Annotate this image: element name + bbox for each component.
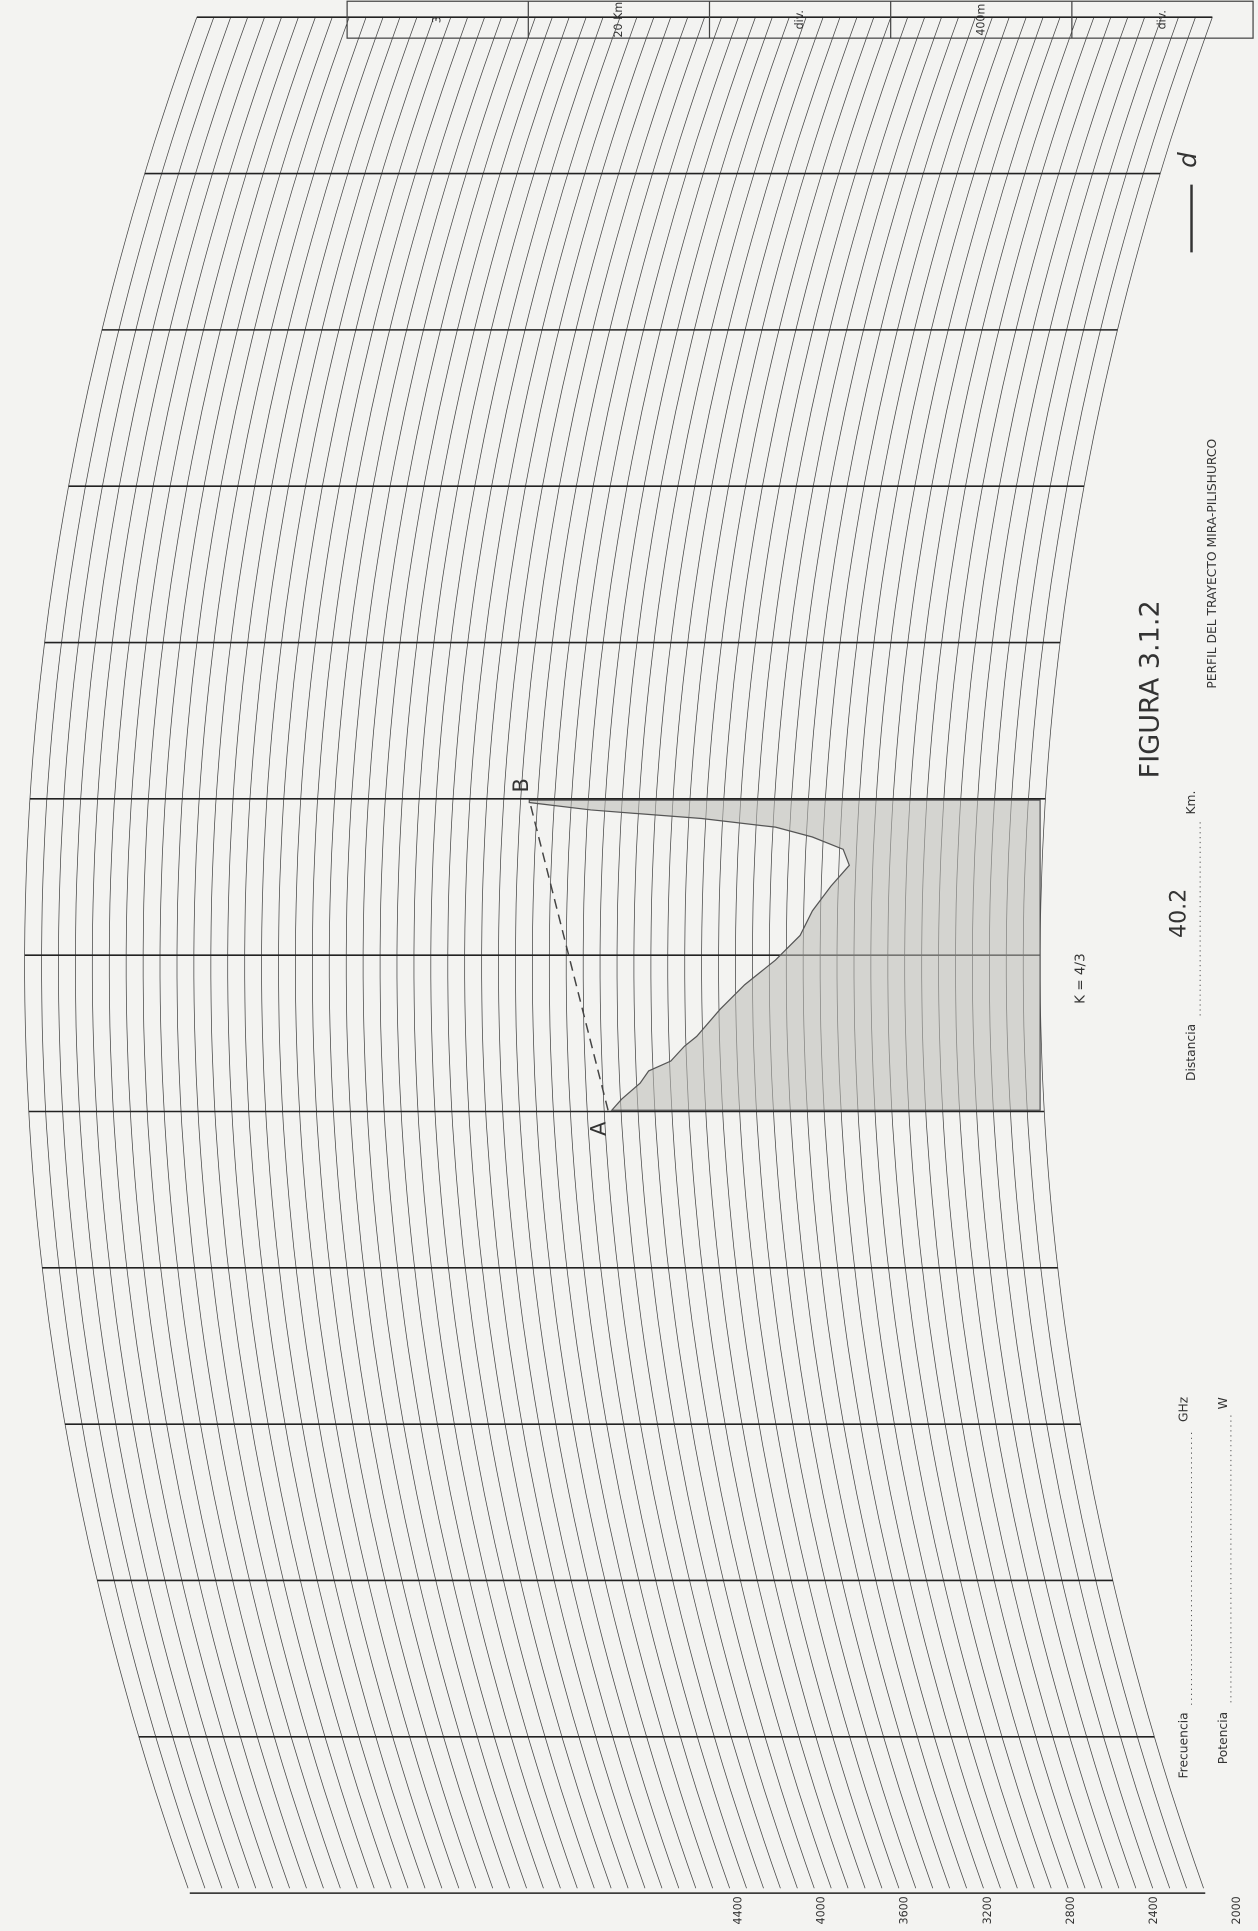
axis-symbol: d — [1173, 152, 1202, 168]
frequency-label: Frecuencia — [1177, 1712, 1191, 1778]
scale-label: 2800 — [1064, 1896, 1077, 1924]
distance-unit: Km. — [1184, 791, 1198, 815]
point-a: A — [586, 1121, 610, 1136]
figure-title: FIGURA 3.1.2 — [1134, 600, 1165, 778]
header-cell: div. — [793, 10, 806, 29]
distance-value: 40.2 — [1166, 889, 1192, 938]
header-cell: 3 — [431, 16, 444, 23]
scale-label: 4400 — [732, 1896, 745, 1924]
power-label: Potencia — [1216, 1712, 1230, 1764]
page: A B 3 20 Km div. 400m div. 4400 4000 3600 3200 2… — [0, 0, 1258, 1931]
frequency-unit: GHz — [1177, 1397, 1191, 1422]
point-b: B — [509, 778, 533, 792]
paper — [0, 0, 1258, 1931]
scale-label: 4000 — [815, 1896, 828, 1924]
scale-label: 2400 — [1147, 1896, 1160, 1924]
scale-label: 3200 — [981, 1896, 994, 1924]
figure-caption: PERFIL DEL TRAYECTO MIRA-PILISHURCO — [1205, 439, 1219, 689]
scale-label: 3600 — [898, 1896, 911, 1924]
k-factor: K = 4/3 — [1073, 953, 1089, 1004]
header-cell: div. — [1155, 10, 1168, 29]
scale-label: 2000 — [1230, 1896, 1243, 1924]
header-cell: 400m — [974, 4, 987, 36]
header-cell: 20 Km — [612, 2, 625, 38]
power-unit: W — [1216, 1397, 1230, 1409]
scanned-sheet: A B 3 20 Km div. 400m div. 4400 4000 3600 3200 2… — [0, 0, 1258, 1931]
distance-label: Distancia — [1184, 1024, 1198, 1081]
